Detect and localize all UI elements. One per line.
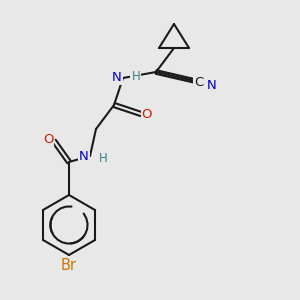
Text: H: H	[131, 70, 140, 83]
Text: N: N	[79, 149, 88, 163]
Text: Br: Br	[61, 258, 77, 273]
Text: O: O	[43, 133, 53, 146]
Text: N: N	[207, 79, 216, 92]
Text: C: C	[194, 76, 203, 89]
Text: O: O	[142, 107, 152, 121]
Text: H: H	[98, 152, 107, 165]
Text: N: N	[112, 71, 122, 84]
